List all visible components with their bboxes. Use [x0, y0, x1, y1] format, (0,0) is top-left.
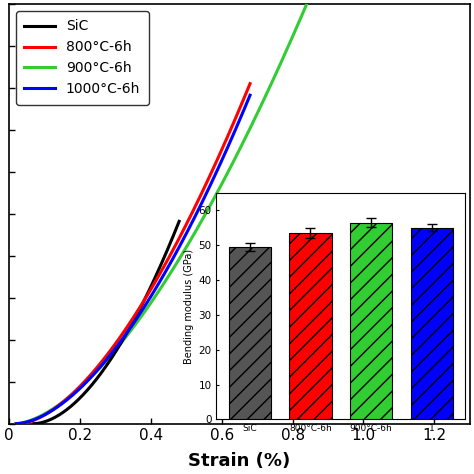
- Legend: SiC, 800°C-6h, 900°C-6h, 1000°C-6h: SiC, 800°C-6h, 900°C-6h, 1000°C-6h: [16, 11, 149, 105]
- X-axis label: Strain (%): Strain (%): [188, 452, 291, 470]
